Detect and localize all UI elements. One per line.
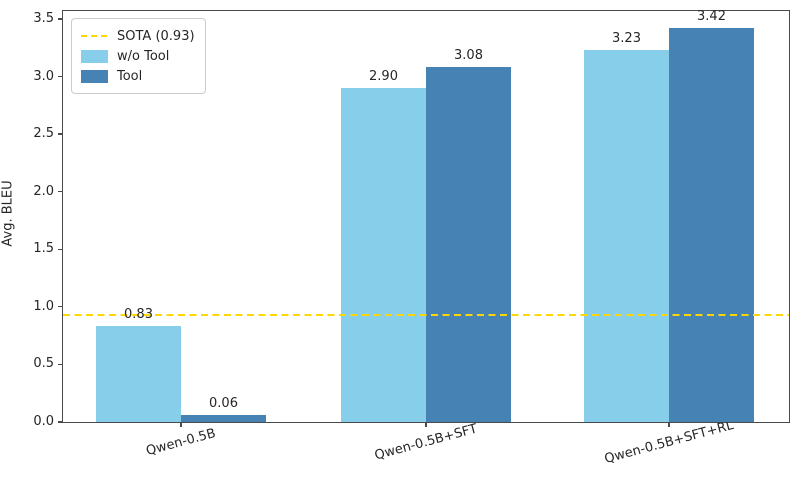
bar-without-tool-2 — [584, 50, 669, 422]
legend-color-patch — [81, 69, 108, 83]
x-tick-mark — [668, 422, 670, 427]
bar-value-label: 0.83 — [124, 307, 153, 323]
bar-value-label: 3.08 — [454, 48, 483, 64]
y-tick-mark — [58, 75, 63, 78]
plot-area: SOTA (0.93) w/o Tool Tool 0.83 2.90 3.23 0.06… — [33, 9, 790, 467]
bar-value-label: 0.06 — [209, 396, 238, 412]
legend-item-sota: SOTA (0.93) — [81, 26, 195, 46]
legend-label: Tool — [117, 68, 143, 84]
y-tick-label: 3.0 — [33, 68, 54, 84]
bar-without-tool-1 — [341, 88, 426, 422]
y-tick-mark — [58, 363, 63, 366]
y-tick-label: 3.5 — [33, 10, 54, 26]
y-tick-label: 1.0 — [33, 298, 54, 314]
legend-item-tool: Tool — [81, 66, 195, 86]
bar-tool-1 — [426, 67, 511, 422]
y-axis-label: Avg. BLEU — [0, 180, 16, 247]
x-category-label-1: Qwen-0.5B+SFT — [372, 421, 480, 464]
y-tick-mark — [58, 248, 63, 250]
y-tick-mark — [58, 133, 63, 135]
legend-item-without-tool: w/o Tool — [81, 46, 195, 66]
legend-color-patch — [81, 49, 108, 63]
y-tick-label: 1.5 — [33, 241, 54, 257]
bar-tool-0 — [181, 415, 266, 422]
legend-label-sota: SOTA (0.93) — [117, 28, 195, 44]
x-category-label-0: Qwen-0.5B — [144, 426, 218, 459]
y-tick-label: 0.5 — [33, 356, 54, 372]
legend-label: w/o Tool — [117, 48, 170, 64]
bar-without-tool-0 — [96, 326, 181, 422]
sota-dashed-line-icon — [81, 34, 108, 38]
sota-reference-line — [63, 313, 789, 316]
y-tick-label: 2.5 — [33, 126, 54, 142]
bar-value-label: 3.23 — [612, 31, 641, 47]
y-tick-label: 0.0 — [33, 414, 54, 429]
y-tick-label: 2.0 — [33, 183, 54, 199]
bar-tool-2 — [669, 28, 754, 422]
y-tick-mark — [58, 421, 63, 423]
y-tick-mark — [58, 18, 63, 20]
legend: SOTA (0.93) w/o Tool Tool — [71, 18, 206, 94]
x-tick-mark — [425, 422, 427, 427]
x-tick-mark — [180, 422, 182, 427]
y-tick-mark — [58, 306, 63, 308]
y-tick-mark — [58, 191, 63, 193]
bar-value-label: 3.42 — [697, 9, 726, 25]
bar-value-label: 2.90 — [369, 69, 398, 85]
